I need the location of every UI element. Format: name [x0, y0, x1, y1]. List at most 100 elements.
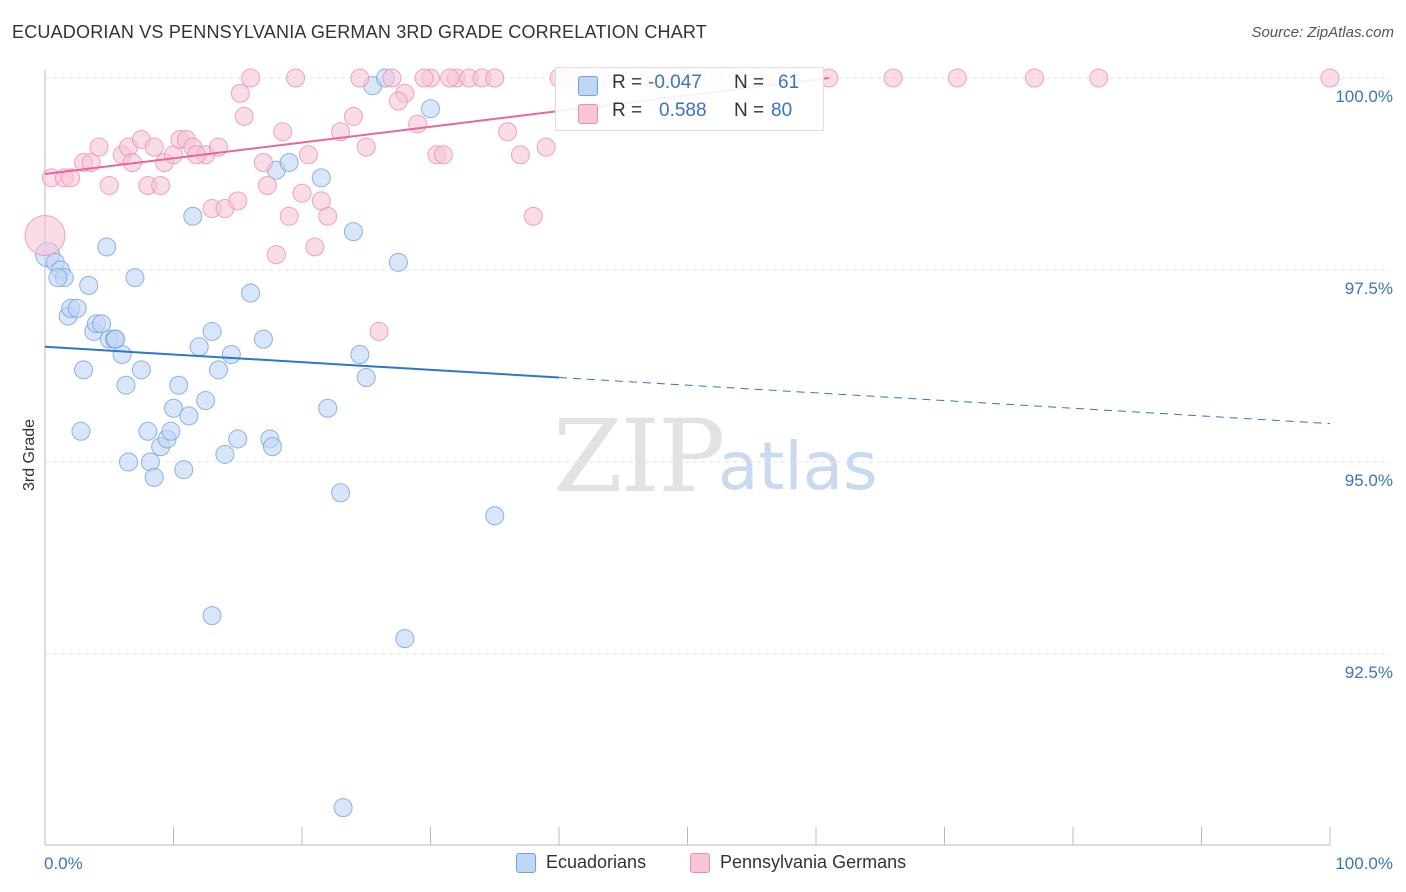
pennsylvania-point — [292, 183, 312, 203]
watermark-atlas: atlas — [718, 428, 878, 505]
ecuadorian-point — [67, 298, 87, 318]
n-value: 80 — [771, 100, 793, 121]
stats-row-ecuadorians: R = -0.047 N = 61 — [556, 72, 823, 100]
ecuadorian-point — [253, 329, 273, 349]
pennsylvania-point — [485, 68, 505, 88]
pennsylvania-point — [286, 68, 306, 88]
ecuadorian-point — [183, 206, 203, 226]
ecuadorian-point — [215, 444, 235, 464]
n-label: N = — [734, 100, 765, 121]
pennsylvania-point — [228, 191, 248, 211]
pennsylvania-point — [144, 137, 164, 157]
r-label: R = — [612, 72, 643, 93]
ecuadorian-point — [202, 606, 222, 626]
ecuadorian-point — [125, 268, 145, 288]
ecuadorian-point — [208, 360, 228, 380]
ecuadorian-point — [350, 344, 370, 364]
pennsylvania-point — [273, 122, 293, 142]
ecuadorian-point — [388, 252, 408, 272]
ecuadorian-point — [331, 483, 351, 503]
pennsylvania-point — [382, 68, 402, 88]
ecuadorian-point — [333, 798, 353, 818]
pennsylvania-point — [388, 91, 408, 111]
pennsylvania-point — [356, 137, 376, 157]
ecuadorian-point — [228, 429, 248, 449]
ecuadorian-point — [202, 321, 222, 341]
ecuadorian-point — [144, 467, 164, 487]
pennsylvania-point — [257, 176, 277, 196]
pennsylvania-point — [947, 68, 967, 88]
pennsylvania-point — [253, 152, 273, 172]
legend-label-pennsylvania: Pennsylvania Germans — [720, 852, 907, 872]
ecuadorian-point — [279, 152, 299, 172]
legend-item-ecuadorians[interactable]: Ecuadorians — [516, 852, 646, 873]
ecuadorian-point — [221, 344, 241, 364]
pennsylvania-point — [440, 68, 460, 88]
legend-label-ecuadorians: Ecuadorians — [546, 852, 647, 872]
pennsylvania-point — [24, 214, 66, 256]
n-value: 61 — [778, 72, 800, 93]
pennsylvania-point — [151, 176, 171, 196]
r-value: -0.047 — [648, 72, 702, 93]
y-tick-label: 100.0% — [1335, 87, 1393, 106]
ecuadorian-point — [421, 99, 440, 119]
ecuadorian-point — [343, 222, 363, 242]
ecuadorian-point — [311, 168, 331, 188]
ecuadorian-point — [164, 398, 183, 418]
y-tick-label: 92.5% — [1345, 663, 1393, 682]
legend-swatch-blue — [516, 852, 536, 873]
y-tick-label: 95.0% — [1345, 471, 1393, 490]
pennsylvania-point — [510, 145, 530, 165]
n-label: N = — [734, 72, 765, 93]
stats-swatch-blue — [578, 76, 598, 96]
x-tick-label-left: 0.0% — [44, 854, 83, 873]
ecuadorian-point — [138, 421, 158, 441]
y-tick-label: 97.5% — [1345, 279, 1393, 298]
ecuadorian-trendline — [44, 345, 560, 379]
pennsylvania-point — [311, 191, 331, 211]
y-axis-title: 3rd Grade — [21, 419, 38, 491]
watermark-zip: ZIP — [553, 398, 725, 515]
pennsylvania-point — [99, 176, 119, 196]
ecuadorian-point — [97, 237, 117, 257]
pennsylvania-point — [298, 145, 318, 165]
ecuadorian-point — [174, 460, 194, 480]
pennsylvania-point — [305, 237, 325, 257]
pennsylvania-point — [89, 137, 109, 157]
ecuadorian-point — [356, 368, 376, 388]
ecuadorian-point — [79, 275, 99, 295]
pennsylvania-point — [414, 68, 434, 88]
stats-row-pennsylvania: R = 0.588 N = 80 — [556, 100, 823, 128]
ecuadorian-point — [116, 375, 136, 395]
ecuadorian-point — [318, 398, 338, 418]
x-tick-label-right: 100.0% — [1335, 854, 1393, 873]
ecuadorian-point — [71, 421, 91, 441]
ecuadorian-point — [262, 437, 282, 457]
r-value: 0.588 — [659, 100, 707, 121]
legend-item-pennsylvania[interactable]: Pennsylvania Germans — [690, 852, 906, 873]
pennsylvania-point — [266, 245, 286, 265]
ecuadorian-point — [169, 375, 189, 395]
ecuadorian-point — [179, 406, 199, 426]
pennsylvania-point — [433, 145, 453, 165]
pennsylvania-point — [241, 68, 261, 88]
pennsylvania-point — [279, 206, 299, 226]
r-label: R = — [612, 100, 643, 121]
pennsylvania-point — [408, 114, 428, 134]
chart-title: ECUADORIAN VS PENNSYLVANIA GERMAN 3RD GR… — [12, 22, 707, 42]
pennsylvania-point — [234, 106, 254, 126]
ecuadorian-point — [395, 629, 415, 649]
ecuadorian-point — [119, 452, 139, 472]
ecuadorian-point — [196, 391, 216, 411]
pennsylvania-point — [536, 137, 556, 157]
ecuadorian-point — [74, 360, 94, 380]
stats-swatch-pink — [578, 104, 598, 124]
pennsylvania-point — [369, 321, 389, 341]
source-label: Source: ZipAtlas.com — [1251, 24, 1394, 41]
ecuadorian-point — [106, 329, 126, 349]
ecuadorian-point — [161, 421, 181, 441]
pennsylvania-point — [350, 68, 370, 88]
ecuadorian-point — [189, 337, 209, 357]
pennsylvania-point — [498, 122, 518, 142]
